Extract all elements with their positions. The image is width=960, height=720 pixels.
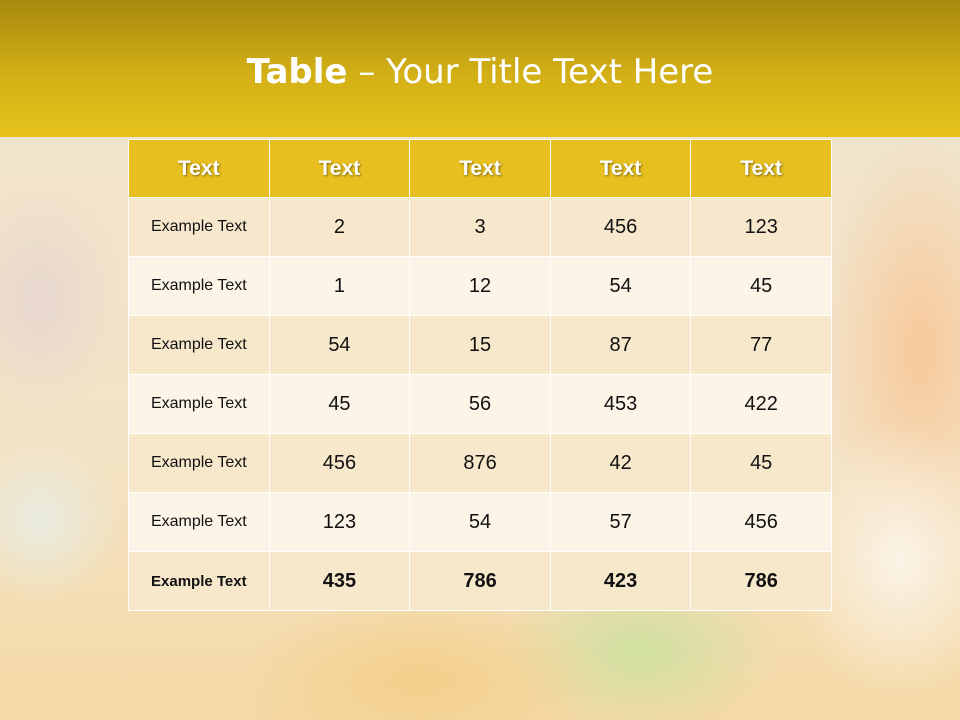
table-cell: 45 [690,256,832,316]
table-cell: 54 [409,492,551,552]
title-bar [0,0,960,137]
row-label: Example Text [128,433,270,493]
table-cell: 56 [409,374,551,434]
total-row: Example Text 435 786 423 786 [128,551,832,611]
column-header: Text [268,139,411,198]
row-label: Example Text [128,374,270,434]
table-cell: 456 [549,197,692,257]
table-cell: 15 [409,315,551,375]
column-header: Text [409,139,551,198]
table-cell: 786 [409,551,551,611]
row-label: Example Text [128,492,270,552]
table-row: Example Text 2 3 456 123 [128,197,832,257]
slide-title: Table – Your Title Text Here [0,52,960,92]
table-cell: 423 [549,551,692,611]
table-cell: 435 [268,551,411,611]
table-cell: 77 [690,315,832,375]
table-row: Example Text 54 15 87 77 [128,315,832,375]
table-cell: 3 [409,197,551,257]
row-label: Example Text [128,256,270,316]
row-label: Example Text [128,315,270,375]
column-header: Text [549,139,692,198]
row-label: Example Text [128,551,270,611]
table-cell: 2 [268,197,411,257]
table-row: Example Text 456 876 42 45 [128,433,832,493]
table-cell: 876 [409,433,551,493]
table-cell: 42 [549,433,692,493]
column-header: Text [128,139,270,198]
table-cell: 456 [268,433,411,493]
table-cell: 87 [549,315,692,375]
data-table: Text Text Text Text Text Example Text 2 3 456 12… [128,139,832,611]
title-bold: Table [246,52,348,92]
header-row: Text Text Text Text Text [128,139,832,198]
table-cell: 1 [268,256,411,316]
table-cell: 786 [690,551,832,611]
table-cell: 123 [268,492,411,552]
table-cell: 45 [268,374,411,434]
column-header: Text [690,139,832,198]
table-cell: 54 [549,256,692,316]
title-rest: – Your Title Text Here [347,52,714,92]
table-cell: 453 [549,374,692,434]
table-cell: 12 [409,256,551,316]
table-cell: 57 [549,492,692,552]
table-cell: 54 [268,315,411,375]
table-cell: 456 [690,492,832,552]
table-row: Example Text 123 54 57 456 [128,492,832,552]
table-cell: 123 [690,197,832,257]
table-row: Example Text 1 12 54 45 [128,256,832,316]
row-label: Example Text [128,197,270,257]
table-cell: 45 [690,433,832,493]
table-cell: 422 [690,374,832,434]
table-row: Example Text 45 56 453 422 [128,374,832,434]
